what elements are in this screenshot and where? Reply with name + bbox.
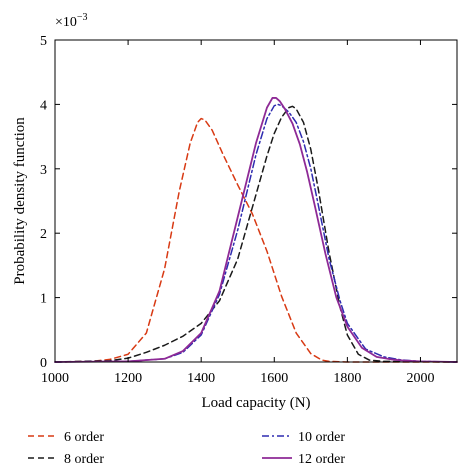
y-scale-factor-base: ×10 — [55, 15, 77, 30]
y-scale-factor-exponent: −3 — [77, 12, 88, 23]
series-line-1 — [54, 117, 458, 363]
y-tick-label: 0 — [40, 356, 47, 371]
x-tick-label: 1400 — [187, 371, 215, 386]
y-tick-label: 5 — [40, 34, 47, 49]
axis-ticks: 1000 1200 1400 1600 1800 2000 0 1 2 3 4 5 — [40, 34, 457, 386]
x-tick-label: 1000 — [41, 371, 69, 386]
x-tick-label: 1800 — [333, 371, 361, 386]
series-lines — [54, 97, 458, 363]
legend-label: 6 order — [64, 430, 104, 445]
x-axis-label: Load capacity (N) — [201, 395, 310, 411]
x-tick-label: 2000 — [406, 371, 434, 386]
series-line-2 — [54, 105, 458, 363]
y-tick-label: 3 — [40, 163, 47, 178]
series-line-4 — [54, 97, 458, 363]
y-tick-label: 4 — [40, 98, 47, 113]
plot-frame — [54, 39, 458, 363]
legend-label: 12 order — [298, 452, 345, 467]
y-scale-factor: ×10−3 — [55, 12, 88, 30]
x-tick-label: 1200 — [114, 371, 142, 386]
y-tick-label: 2 — [40, 227, 47, 242]
y-tick-label: 1 — [40, 292, 47, 307]
x-tick-label: 1600 — [260, 371, 288, 386]
y-axis-label: Probability density function — [12, 117, 28, 285]
legend: 6 order 8 order 10 order 12 order — [28, 430, 345, 467]
legend-label: 10 order — [298, 430, 345, 445]
legend-label: 8 order — [64, 452, 104, 467]
